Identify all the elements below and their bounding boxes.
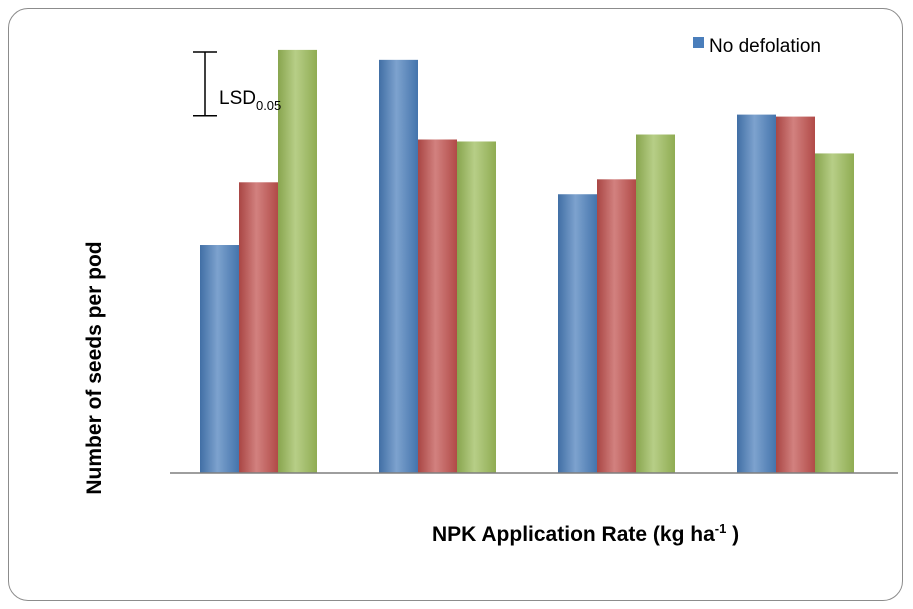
lsd-label: LSD0.05 bbox=[219, 88, 282, 113]
x-axis-label-main: NPK Application Rate (kg ha bbox=[432, 523, 715, 546]
bar-series1-group3 bbox=[558, 194, 597, 473]
bar-series2-group2 bbox=[418, 139, 457, 473]
x-axis-label-exponent: -1 bbox=[714, 521, 727, 536]
x-axis-label: NPK Application Rate (kg ha-1 ) bbox=[432, 521, 740, 547]
legend-label-no-defolation: No defolation bbox=[709, 36, 821, 57]
bar-series1-group1 bbox=[200, 245, 239, 473]
bar-series1-group4 bbox=[737, 114, 776, 473]
bar-series3-group3 bbox=[636, 134, 675, 473]
y-axis-label: Number of seeds per pod bbox=[83, 241, 106, 495]
bar-series3-group1 bbox=[278, 49, 317, 474]
x-axis-label-end: ) bbox=[726, 523, 740, 546]
bar-series3-group2 bbox=[457, 141, 496, 474]
lsd-error-bar bbox=[193, 51, 217, 117]
legend-swatch-no-defolation bbox=[693, 37, 704, 48]
bar-series1-group2 bbox=[379, 59, 418, 473]
bar-series2-group4 bbox=[776, 116, 815, 473]
bar-series2-group3 bbox=[597, 179, 636, 474]
lsd-label-main: LSD bbox=[219, 88, 256, 109]
lsd-label-sub: 0.05 bbox=[255, 98, 282, 113]
bar-series2-group1 bbox=[239, 182, 278, 473]
bar-series3-group4 bbox=[815, 153, 854, 473]
